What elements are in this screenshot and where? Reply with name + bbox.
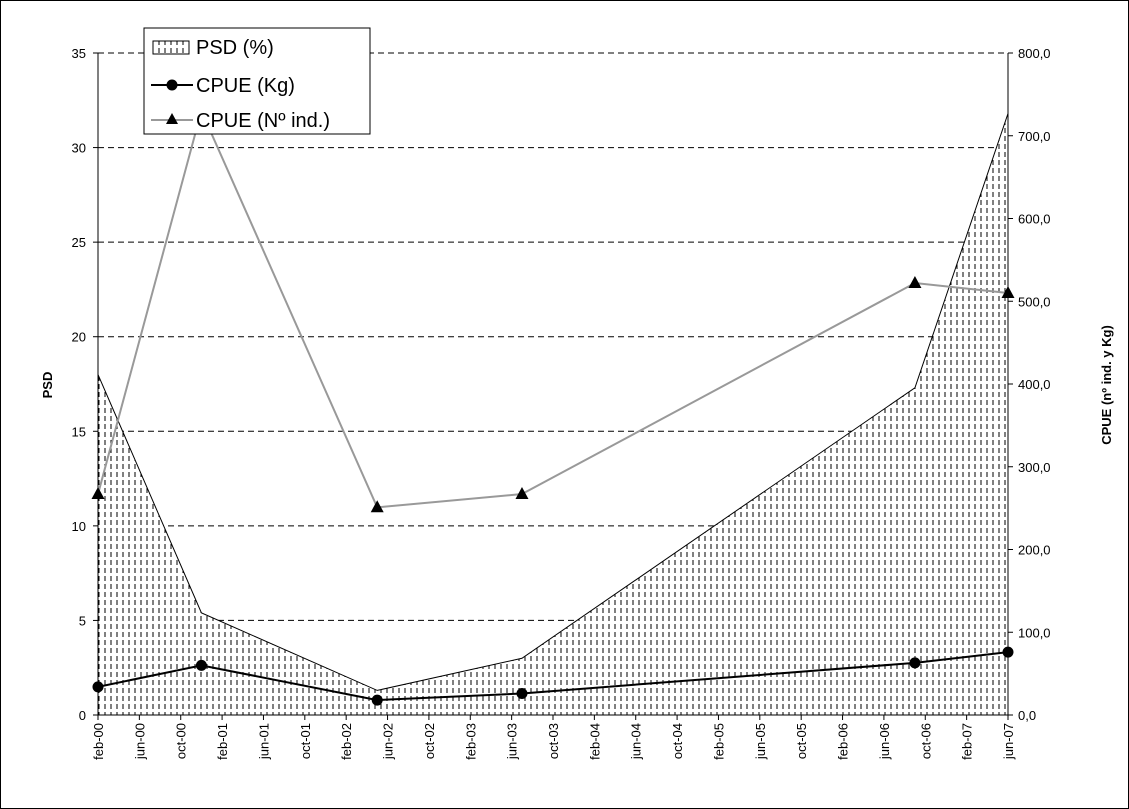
psd-area (98, 113, 1008, 716)
x-tick-label: oct-05 (794, 723, 809, 759)
cpue-kg-marker (909, 657, 921, 669)
x-tick-label: feb-07 (960, 723, 975, 760)
legend-box (143, 27, 371, 135)
x-tick-label: feb-01 (215, 723, 230, 760)
x-tick-label: feb-06 (836, 723, 851, 760)
x-tick-label: feb-00 (91, 723, 106, 760)
x-tick-label: jun-02 (381, 723, 396, 760)
cpue-ind-marker (91, 487, 105, 500)
cpue-lines-layer (91, 103, 1015, 706)
x-tick-label: feb-02 (339, 723, 354, 760)
x-tick-label: feb-03 (463, 723, 478, 760)
cpue-ind-marker (908, 276, 922, 289)
cpue-kg-line (97, 651, 1009, 702)
cpue-kg-marker (92, 681, 104, 693)
x-tick-label: jun-01 (256, 723, 271, 760)
x-tick-label: oct-01 (298, 723, 313, 759)
x-tick-label: jun-07 (1001, 723, 1016, 760)
tick-labels: 0 5 10 15 20 25 30 35 0,0 100,0 200,0 300,0 400,0 500… (72, 46, 1051, 760)
x-tick-label: feb-04 (587, 723, 602, 760)
y-axis-left-title: PSD (40, 372, 55, 399)
x-tick-label: feb-05 (711, 723, 726, 760)
y-right-tick-label: 100,0 (1018, 625, 1051, 640)
psd-area-outline (97, 113, 1009, 691)
legend-item-cpue-ind: CPUE (Nº ind.) (151, 110, 330, 132)
x-tick-label: oct-03 (546, 723, 561, 759)
psd-area-layer (97, 113, 1009, 716)
y-right-tick-label: 0,0 (1018, 708, 1036, 723)
cpue-ind-marker (515, 487, 529, 500)
y-right-tick-label: 700,0 (1018, 129, 1051, 144)
cpue-ind-line (97, 107, 1009, 509)
cpue-kg-marker (1002, 646, 1014, 658)
x-tick-label: jun-04 (629, 723, 644, 760)
x-tick-label: oct-00 (174, 723, 189, 759)
y-right-tick-label: 600,0 (1018, 212, 1051, 227)
x-tick-label: jun-03 (505, 723, 520, 760)
y-left-tick-label: 35 (72, 46, 86, 61)
y-right-tick-label: 500,0 (1018, 294, 1051, 309)
legend-label-cpue-kg: CPUE (Kg) (196, 75, 295, 97)
legend-item-psd: PSD (%) (152, 37, 274, 59)
legend-label-psd: PSD (%) (196, 37, 274, 59)
y-left-tick-label: 15 (72, 424, 86, 439)
x-tick-label: jun-00 (132, 723, 147, 760)
y-left-tick-label: 10 (72, 519, 86, 534)
x-tick-label: oct-02 (422, 723, 437, 759)
legend-psd-swatch (152, 40, 190, 55)
y-left-tick-label: 25 (72, 235, 86, 250)
y-right-tick-label: 300,0 (1018, 460, 1051, 475)
legend-cpue-ind-marker (166, 113, 178, 124)
legend-cpue-kg-marker (166, 79, 178, 91)
cpue-kg-marker (516, 687, 528, 699)
x-tick-label: oct-04 (670, 723, 685, 759)
y-left-tick-label: 5 (79, 613, 86, 628)
x-tick-label: oct-06 (918, 723, 933, 759)
legend-item-cpue-kg: CPUE (Kg) (151, 75, 295, 97)
x-tick-label: jun-06 (877, 723, 892, 760)
y-right-tick-label: 200,0 (1018, 543, 1051, 558)
legend: PSD (%) CPUE (Kg) CPUE (Nº ind.) (143, 27, 371, 135)
y-left-tick-label: 20 (72, 330, 86, 345)
y-right-tick-label: 800,0 (1018, 46, 1051, 61)
cpue-ind-marker (370, 500, 384, 513)
cpue-ind-marker (1001, 285, 1015, 298)
x-tick-label: jun-05 (753, 723, 768, 760)
y-right-tick-label: 400,0 (1018, 377, 1051, 392)
axes (93, 52, 1013, 720)
cpue-kg-marker (195, 659, 207, 671)
legend-label-cpue-ind: CPUE (Nº ind.) (196, 110, 330, 132)
y-left-tick-label: 30 (72, 141, 86, 156)
y-axis-right-title: CPUE (nº ind. y Kg) (1099, 325, 1114, 445)
y-left-tick-label: 0 (79, 708, 86, 723)
cpue-kg-marker (371, 694, 383, 706)
